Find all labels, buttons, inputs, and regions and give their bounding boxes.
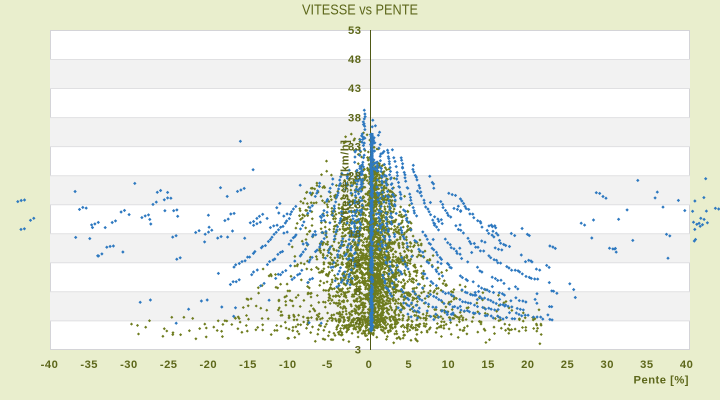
svg-text:53: 53	[348, 25, 361, 37]
svg-text:-40: -40	[41, 359, 59, 371]
svg-text:13: 13	[348, 258, 361, 270]
svg-text:-15: -15	[239, 359, 257, 371]
svg-text:23: 23	[348, 199, 361, 211]
svg-text:38: 38	[348, 112, 361, 124]
svg-text:-30: -30	[120, 359, 138, 371]
svg-text:48: 48	[348, 54, 361, 66]
svg-text:0: 0	[366, 359, 373, 371]
svg-text:Pente [%]: Pente [%]	[634, 375, 689, 387]
svg-text:30: 30	[600, 359, 613, 371]
svg-text:5: 5	[405, 359, 412, 371]
svg-text:Vitesse [km/h]: Vitesse [km/h]	[339, 140, 351, 223]
svg-text:10: 10	[442, 359, 455, 371]
svg-text:3: 3	[355, 316, 362, 328]
svg-text:-25: -25	[160, 359, 178, 371]
svg-text:43: 43	[348, 83, 361, 95]
svg-text:20: 20	[521, 359, 534, 371]
svg-text:35: 35	[640, 359, 653, 371]
svg-text:-5: -5	[322, 359, 333, 371]
svg-text:-10: -10	[279, 359, 297, 371]
svg-text:40: 40	[680, 359, 693, 371]
svg-text:25: 25	[561, 359, 574, 371]
svg-text:VITESSE vs PENTE: VITESSE vs PENTE	[302, 2, 418, 19]
svg-text:28: 28	[348, 170, 361, 182]
svg-text:15: 15	[481, 359, 494, 371]
svg-text:3: 3	[355, 345, 362, 357]
svg-text:33: 33	[348, 141, 361, 153]
svg-text:18: 18	[348, 228, 361, 240]
svg-text:8: 8	[355, 287, 362, 299]
svg-text:-35: -35	[80, 359, 98, 371]
svg-text:-20: -20	[199, 359, 217, 371]
